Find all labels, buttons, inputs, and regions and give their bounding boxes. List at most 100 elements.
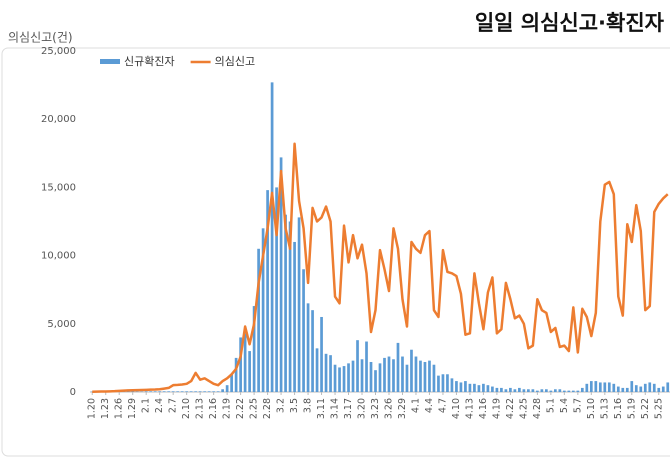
- bar: [306, 303, 310, 392]
- bar: [293, 241, 296, 392]
- bar: [666, 382, 670, 392]
- x-tick-label: 3.17: [343, 398, 354, 419]
- x-tick-label: 1.26: [114, 398, 125, 419]
- x-tick-label: 3.2: [276, 398, 287, 413]
- bar: [594, 381, 598, 392]
- bar: [374, 370, 377, 392]
- bar: [270, 82, 274, 392]
- bar: [347, 363, 350, 392]
- bar: [392, 359, 395, 392]
- bar: [459, 382, 463, 392]
- bar: [189, 391, 193, 392]
- bar: [356, 340, 359, 392]
- bar: [482, 383, 485, 392]
- bar: [261, 228, 265, 392]
- bar: [455, 381, 458, 392]
- bar: [162, 391, 166, 392]
- bar: [297, 217, 301, 392]
- bar: [616, 386, 620, 392]
- x-tick-label: 3.29: [397, 398, 408, 419]
- bar: [360, 359, 364, 392]
- x-tick-label: 2.28: [262, 398, 273, 419]
- x-tick-label: 3.8: [303, 398, 314, 413]
- bar: [549, 390, 553, 392]
- bar: [266, 190, 269, 392]
- bar: [230, 374, 233, 392]
- x-tick-label: 4.19: [491, 398, 502, 419]
- legend-label: 신규확진자: [124, 55, 175, 68]
- bar: [625, 387, 629, 392]
- x-tick-label: 1.23: [100, 398, 111, 419]
- bar: [504, 389, 508, 392]
- y-tick-label: 0: [70, 387, 76, 398]
- bar: [661, 386, 665, 392]
- x-tick-label: 3.5: [289, 398, 300, 413]
- bar: [288, 221, 292, 392]
- bar: [257, 248, 260, 392]
- bar: [153, 391, 157, 392]
- bar: [401, 356, 404, 392]
- bar: [639, 386, 643, 392]
- bar: [536, 390, 539, 392]
- x-tick-label: 1.20: [87, 398, 98, 419]
- x-tick-label: 5.7: [572, 398, 583, 413]
- bar: [383, 357, 386, 392]
- bar: [149, 391, 153, 392]
- bar: [167, 391, 171, 392]
- bar: [567, 390, 571, 392]
- bar: [171, 391, 175, 392]
- bar: [576, 390, 580, 392]
- x-tick-label: 2.10: [181, 398, 192, 419]
- chart-title: 일일 의심신고·확진자: [475, 11, 665, 35]
- bar: [221, 389, 224, 392]
- bar: [464, 381, 467, 392]
- bar: [369, 361, 373, 392]
- bar: [378, 363, 382, 392]
- bar: [234, 357, 238, 392]
- bar: [612, 383, 616, 392]
- x-tick-label: 4.16: [478, 398, 489, 419]
- bar: [657, 387, 661, 392]
- bar: [284, 214, 287, 392]
- x-tick-label: 2.22: [235, 398, 246, 419]
- y-tick-label: 25,000: [41, 46, 76, 57]
- x-tick-label: 1.29: [127, 398, 138, 419]
- x-tick-label: 2.1: [141, 398, 152, 413]
- bar: [558, 389, 562, 392]
- x-tick-label: 5.16: [613, 398, 624, 419]
- bar: [351, 360, 355, 392]
- bar: [630, 381, 634, 392]
- bar: [396, 342, 400, 392]
- bar: [491, 386, 494, 392]
- x-tick-label: 4.4: [424, 398, 435, 413]
- bar: [648, 382, 652, 392]
- bar: [216, 391, 220, 392]
- x-tick-label: 4.10: [451, 398, 462, 419]
- x-tick-label: 5.19: [626, 398, 637, 419]
- bar: [329, 355, 332, 392]
- x-tick-label: 3.11: [316, 398, 327, 419]
- y-tick-label: 5,000: [47, 319, 76, 330]
- bar: [428, 360, 431, 392]
- y-axis-label: 의심신고(건): [8, 31, 73, 45]
- bar: [580, 387, 584, 392]
- bar: [279, 157, 283, 392]
- bar: [320, 316, 323, 392]
- x-tick-label: 4.22: [505, 398, 516, 419]
- bar: [144, 391, 148, 392]
- bar: [243, 333, 247, 392]
- bar: [185, 391, 189, 392]
- bar: [562, 390, 566, 392]
- bar: [302, 269, 305, 392]
- x-tick-label: 2.13: [195, 398, 206, 419]
- bar: [603, 382, 607, 392]
- bar: [432, 364, 436, 392]
- bar: [342, 366, 346, 392]
- x-tick-label: 4.7: [437, 398, 448, 413]
- bar: [324, 353, 328, 392]
- x-tick-label: 4.13: [464, 398, 475, 419]
- bar: [446, 374, 449, 392]
- bar: [176, 391, 180, 392]
- bar: [585, 383, 589, 392]
- bar: [643, 383, 647, 392]
